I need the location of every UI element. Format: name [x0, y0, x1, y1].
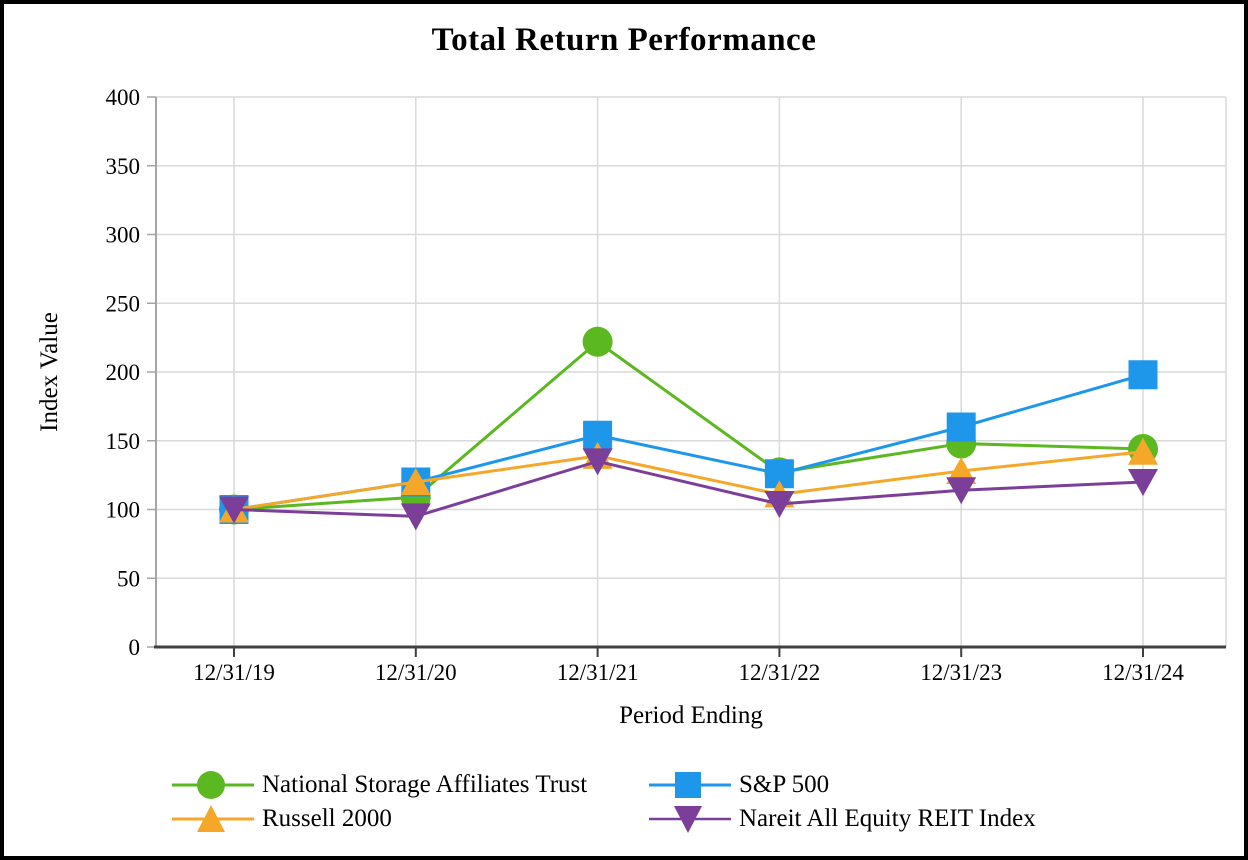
- x-tick-label: 12/31/19: [193, 660, 275, 685]
- y-tick-label: 250: [106, 291, 141, 316]
- legend-label: Russell 2000: [262, 805, 392, 832]
- y-tick-label: 350: [106, 154, 141, 179]
- y-tick-label: 0: [129, 635, 141, 660]
- x-tick-label: 12/31/22: [739, 660, 821, 685]
- data-point-marker-triangle-down: [1128, 469, 1158, 496]
- y-tick-label: 400: [106, 85, 141, 110]
- legend-item-nsa: National Storage Affiliates Trust: [172, 765, 587, 805]
- series-line-2: [233, 450, 1144, 511]
- legend-label: Nareit All Equity REIT Index: [739, 805, 1036, 832]
- y-axis-title: Index Value: [36, 312, 63, 432]
- legend-marker-circle-icon: [172, 771, 254, 799]
- chart-title: Total Return Performance: [431, 22, 817, 58]
- data-point-marker-square: [1128, 360, 1158, 390]
- data-point-marker-triangle-up: [400, 468, 431, 495]
- legend-label: National Storage Affiliates Trust: [262, 771, 588, 798]
- x-axis-title: Period Ending: [619, 702, 763, 729]
- chart-plot-area: 0 50 100 150 200 250 300 350 400 12/31/19 12/31/20…: [106, 85, 1227, 685]
- data-point-marker-square: [946, 412, 976, 442]
- y-tick-label: 150: [106, 429, 141, 454]
- y-tick-label: 50: [117, 566, 140, 591]
- x-tick-label: 12/31/20: [375, 660, 457, 685]
- data-point-marker-triangle-down: [219, 496, 249, 524]
- data-point-marker-triangle-down: [946, 477, 977, 505]
- data-point-marker-circle: [582, 326, 613, 357]
- data-point-marker-triangle-down: [764, 491, 795, 518]
- y-tick-label: 100: [106, 498, 141, 523]
- series-line-0: [233, 339, 1144, 511]
- data-point-marker-triangle-down: [582, 448, 613, 476]
- x-tick-label: 12/31/23: [920, 660, 1002, 685]
- legend-item-russell2000: Russell 2000: [172, 799, 392, 839]
- x-tick-label: 12/31/21: [557, 660, 639, 685]
- legend-label: S&P 500: [739, 771, 830, 798]
- legend-item-sp500: S&P 500: [649, 765, 829, 805]
- x-tick-label: 12/31/24: [1102, 660, 1184, 685]
- legend-marker-triangle-down-icon: [649, 806, 731, 833]
- data-point-marker-triangle-down: [400, 503, 431, 531]
- legend-marker-square-icon: [649, 772, 731, 798]
- legend-marker-triangle-up-icon: [172, 805, 254, 832]
- data-point-marker-triangle-up: [1128, 437, 1158, 465]
- legend-item-nareit: Nareit All Equity REIT Index: [649, 799, 1036, 839]
- y-tick-label: 300: [106, 223, 141, 248]
- series-line-3: [233, 459, 1144, 518]
- y-tick-label: 200: [106, 360, 141, 385]
